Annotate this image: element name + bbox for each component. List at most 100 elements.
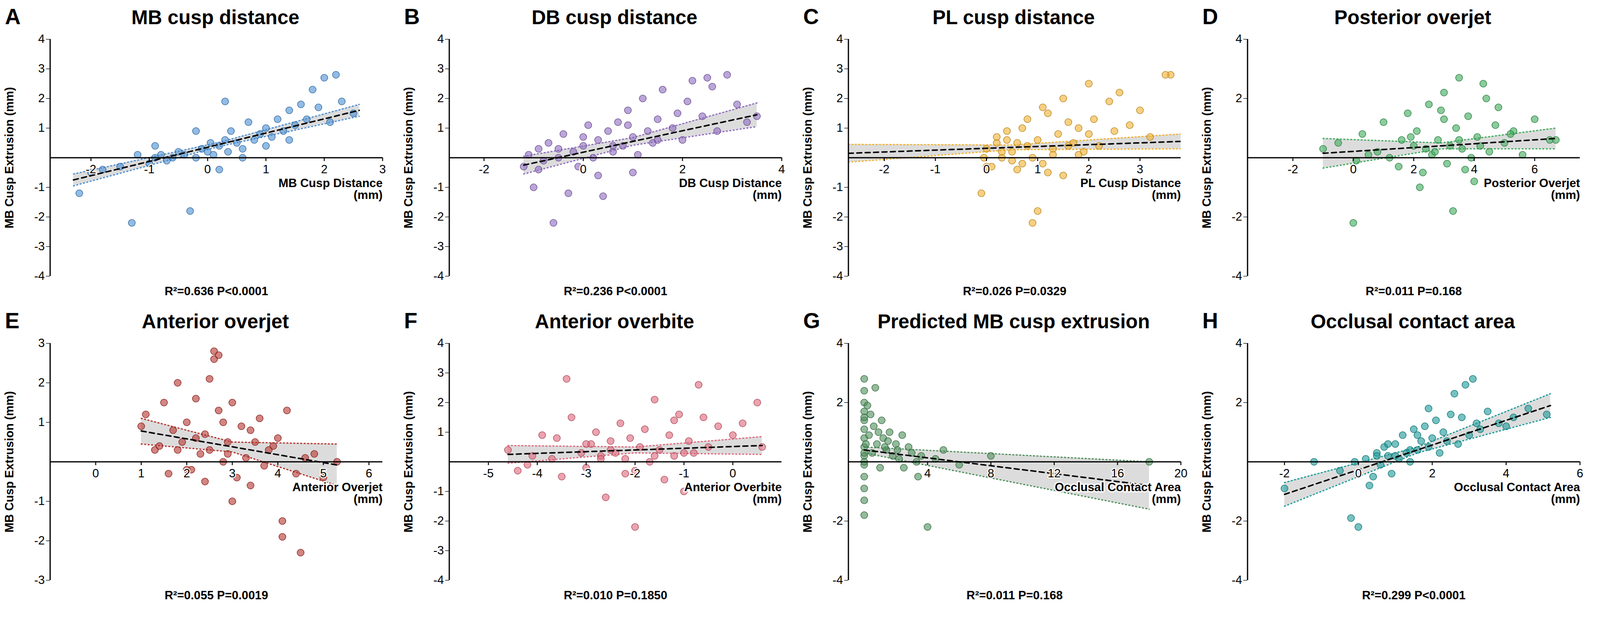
svg-text:6: 6 xyxy=(365,466,372,481)
svg-text:6: 6 xyxy=(1576,466,1584,481)
svg-text:0: 0 xyxy=(983,162,990,176)
svg-text:3: 3 xyxy=(1136,162,1144,176)
svg-text:-2: -2 xyxy=(34,209,45,224)
svg-text:-4: -4 xyxy=(532,466,543,481)
svg-text:-4: -4 xyxy=(832,269,843,283)
svg-text:1: 1 xyxy=(38,415,45,429)
svg-text:0: 0 xyxy=(579,162,587,176)
svg-text:-4: -4 xyxy=(1231,573,1242,587)
svg-text:-3: -3 xyxy=(34,239,45,253)
svg-text:MB Cusp Extrusion (mm): MB Cusp Extrusion (mm) xyxy=(1200,391,1214,534)
svg-text:Occlusal Contact Area(mm): Occlusal Contact Area(mm) xyxy=(1054,480,1182,506)
svg-text:2: 2 xyxy=(1429,466,1436,481)
svg-text:-5: -5 xyxy=(483,466,494,481)
svg-text:1: 1 xyxy=(1034,162,1041,176)
svg-text:R²=0.236 P<0.0001: R²=0.236 P<0.0001 xyxy=(563,284,668,298)
svg-text:0: 0 xyxy=(1354,466,1362,481)
svg-text:Posterior Overjet(mm): Posterior Overjet(mm) xyxy=(1483,176,1581,202)
svg-text:4: 4 xyxy=(924,466,931,481)
svg-text:1: 1 xyxy=(262,162,270,176)
svg-text:-3: -3 xyxy=(433,239,444,253)
svg-text:8: 8 xyxy=(987,466,994,481)
svg-text:0: 0 xyxy=(1350,162,1357,176)
svg-text:-2: -2 xyxy=(433,514,444,528)
svg-text:3: 3 xyxy=(38,336,45,350)
svg-text:-1: -1 xyxy=(34,180,45,194)
svg-text:3: 3 xyxy=(836,61,843,76)
svg-text:-1: -1 xyxy=(832,180,843,194)
svg-text:-4: -4 xyxy=(34,269,45,283)
svg-text:2: 2 xyxy=(679,162,686,176)
svg-text:-4: -4 xyxy=(832,573,843,587)
svg-text:2: 2 xyxy=(1235,91,1242,105)
svg-text:-4: -4 xyxy=(433,269,444,283)
svg-text:2: 2 xyxy=(1235,395,1242,410)
svg-text:MB Cusp Extrusion (mm): MB Cusp Extrusion (mm) xyxy=(1200,86,1214,229)
svg-text:-2: -2 xyxy=(1231,514,1242,528)
svg-text:MB Cusp Extrusion (mm): MB Cusp Extrusion (mm) xyxy=(402,391,415,534)
svg-text:PL Cusp Distance(mm): PL Cusp Distance(mm) xyxy=(1080,176,1182,202)
svg-text:2: 2 xyxy=(437,91,444,105)
svg-text:6: 6 xyxy=(1531,162,1538,176)
svg-text:-4: -4 xyxy=(1231,269,1242,283)
svg-text:DB Cusp Distance(mm): DB Cusp Distance(mm) xyxy=(678,176,782,202)
svg-text:1: 1 xyxy=(137,466,145,481)
svg-text:2: 2 xyxy=(321,162,328,176)
svg-text:2: 2 xyxy=(1410,162,1417,176)
svg-text:-3: -3 xyxy=(433,543,444,558)
svg-text:4: 4 xyxy=(1502,466,1510,481)
svg-text:1: 1 xyxy=(437,425,444,439)
svg-text:2: 2 xyxy=(38,375,45,390)
svg-text:Occlusal Contact Area(mm): Occlusal Contact Area(mm) xyxy=(1453,480,1581,506)
svg-text:MB Cusp Extrusion (mm): MB Cusp Extrusion (mm) xyxy=(2,86,16,229)
svg-text:4: 4 xyxy=(1235,336,1242,350)
svg-text:4: 4 xyxy=(1471,162,1478,176)
svg-text:2: 2 xyxy=(183,466,190,481)
svg-text:-4: -4 xyxy=(433,573,444,587)
svg-text:2: 2 xyxy=(836,395,843,410)
svg-text:-2: -2 xyxy=(629,466,641,481)
svg-text:5: 5 xyxy=(320,466,327,481)
svg-text:MB Cusp Extrusion (mm): MB Cusp Extrusion (mm) xyxy=(801,86,815,229)
svg-text:2: 2 xyxy=(836,91,843,105)
svg-text:-2: -2 xyxy=(1231,209,1242,224)
svg-text:3: 3 xyxy=(437,366,444,380)
svg-text:12: 12 xyxy=(1047,466,1062,481)
svg-text:-2: -2 xyxy=(85,162,96,176)
svg-text:4: 4 xyxy=(1235,32,1242,46)
svg-text:MB Cusp Extrusion (mm): MB Cusp Extrusion (mm) xyxy=(2,391,16,534)
svg-text:4: 4 xyxy=(836,336,843,350)
svg-text:R²=0.010 P=0.1850: R²=0.010 P=0.1850 xyxy=(563,588,668,603)
svg-text:-2: -2 xyxy=(878,162,890,176)
svg-text:R²=0.011 P=0.168: R²=0.011 P=0.168 xyxy=(1365,284,1463,298)
svg-text:1: 1 xyxy=(437,121,444,135)
svg-text:4: 4 xyxy=(437,32,444,46)
svg-text:-2: -2 xyxy=(1287,162,1299,176)
svg-text:-2: -2 xyxy=(478,162,490,176)
svg-text:-2: -2 xyxy=(34,533,45,548)
svg-text:MB Cusp Extrusion (mm): MB Cusp Extrusion (mm) xyxy=(801,391,815,534)
svg-text:4: 4 xyxy=(778,162,785,176)
svg-text:-1: -1 xyxy=(144,162,155,176)
svg-text:-1: -1 xyxy=(678,466,690,481)
svg-text:3: 3 xyxy=(379,162,386,176)
svg-text:R²=0.055 P=0.0019: R²=0.055 P=0.0019 xyxy=(164,588,269,603)
svg-text:16: 16 xyxy=(1110,466,1125,481)
svg-text:-3: -3 xyxy=(34,573,45,587)
svg-text:3: 3 xyxy=(38,61,45,76)
svg-text:R²=0.011 P=0.168: R²=0.011 P=0.168 xyxy=(966,588,1064,603)
svg-text:MB Cusp Extrusion (mm): MB Cusp Extrusion (mm) xyxy=(402,86,415,229)
svg-text:-3: -3 xyxy=(832,239,843,253)
svg-text:R²=0.299 P<0.0001: R²=0.299 P<0.0001 xyxy=(1361,588,1466,603)
svg-text:1: 1 xyxy=(836,121,843,135)
svg-text:-3: -3 xyxy=(580,466,592,481)
svg-text:-2: -2 xyxy=(433,209,444,224)
svg-text:2: 2 xyxy=(1085,162,1092,176)
svg-text:-2: -2 xyxy=(1279,466,1290,481)
svg-text:-2: -2 xyxy=(832,209,843,224)
svg-text:Anterior Overjet(mm): Anterior Overjet(mm) xyxy=(292,480,383,506)
svg-text:-1: -1 xyxy=(34,494,45,508)
svg-text:3: 3 xyxy=(437,61,444,76)
svg-text:Anterior Overbite(mm): Anterior Overbite(mm) xyxy=(684,480,782,506)
svg-text:0: 0 xyxy=(204,162,211,176)
